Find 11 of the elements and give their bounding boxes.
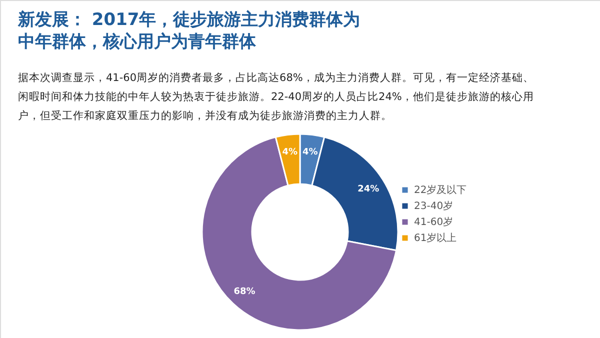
data-label: 24% [358, 184, 380, 195]
donut-slice [201, 136, 398, 331]
data-label: 4% [282, 148, 298, 158]
chart-title: 新发展： 2017年，徒步旅游主力消费群体为中年群体，核心用户为青年群体 [17, 10, 360, 52]
text: 据本次调查显示，41-60周岁的消费者最多，占比高达68%，成为主力消费人群。可见，有一定经济基础、闲暇时间和体力技能的中年人较为热衷于徒步旅游。22-40周岁的人员占比24%，他们是徒步旅游的核心用户，但受工作和家庭双重压力的影响，并没有成为徒步旅游消费的主力人群。 [18, 71, 534, 122]
data-label: 4% [302, 148, 318, 158]
legend-label: 61岁以上 [414, 232, 457, 244]
legend-label: 23-40岁 [414, 200, 454, 212]
legend-label: 22岁及以下 [414, 184, 467, 196]
data-label: 68% [234, 287, 256, 298]
legend-label: 41-60岁 [414, 216, 454, 228]
